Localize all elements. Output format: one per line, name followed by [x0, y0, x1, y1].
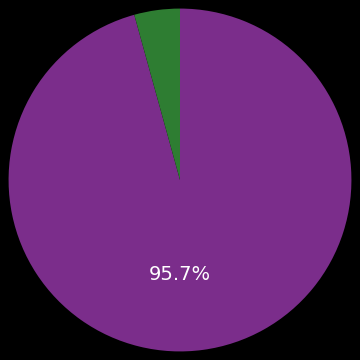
Wedge shape	[134, 9, 180, 180]
Wedge shape	[9, 9, 351, 351]
Text: 95.7%: 95.7%	[149, 265, 211, 284]
